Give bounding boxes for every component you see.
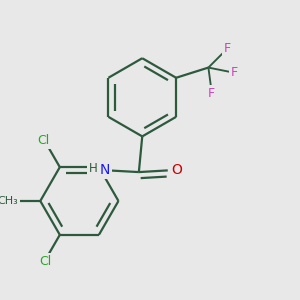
Text: Cl: Cl xyxy=(39,255,52,268)
Text: F: F xyxy=(230,66,238,79)
Text: F: F xyxy=(224,42,231,56)
Text: CH₃: CH₃ xyxy=(0,196,18,206)
Text: H: H xyxy=(88,162,97,175)
Text: F: F xyxy=(208,87,215,100)
Text: O: O xyxy=(171,164,182,177)
Text: Cl: Cl xyxy=(38,134,50,147)
Text: N: N xyxy=(100,164,110,177)
